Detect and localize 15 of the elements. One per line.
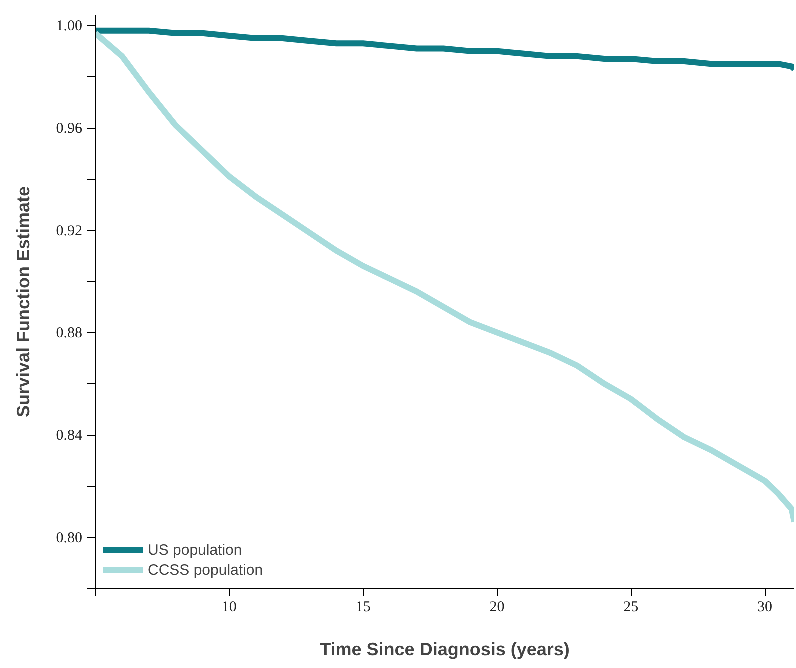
x-tick-label: 10 bbox=[222, 600, 237, 616]
y-tick-label: 0.80 bbox=[56, 530, 82, 546]
x-tick-label: 20 bbox=[490, 600, 505, 616]
y-tick-label: 0.92 bbox=[56, 223, 82, 240]
x-tick-label: 15 bbox=[356, 600, 371, 616]
x-tick-label: 30 bbox=[758, 600, 773, 616]
y-tick-label: 0.88 bbox=[56, 326, 82, 342]
legend-label: CCSS population bbox=[148, 562, 264, 578]
x-tick-label: 25 bbox=[624, 600, 639, 616]
x-axis-title: Time Since Diagnosis (years) bbox=[320, 640, 570, 660]
y-tick-label: 0.96 bbox=[56, 121, 83, 138]
y-tick-label: 1.00 bbox=[56, 18, 82, 35]
legend-label: US population bbox=[148, 542, 242, 558]
y-tick-label: 0.84 bbox=[56, 428, 83, 444]
y-axis-title: Survival Function Estimate bbox=[13, 186, 34, 418]
